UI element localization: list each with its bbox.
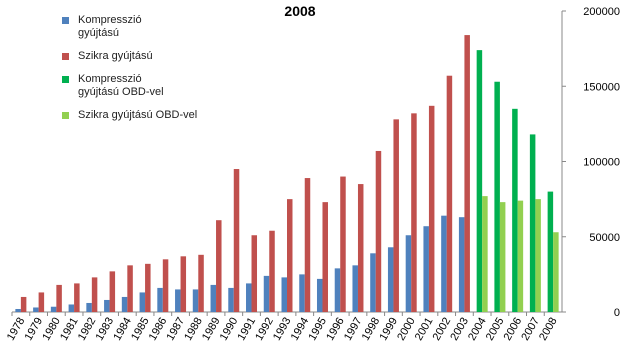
bar bbox=[316, 278, 323, 312]
legend-label: Szikra gyújtású OBD-vel bbox=[78, 109, 198, 121]
bar bbox=[299, 274, 305, 312]
bar bbox=[458, 217, 465, 312]
bar bbox=[20, 296, 27, 312]
legend-swatch bbox=[62, 76, 69, 83]
bar bbox=[246, 283, 252, 312]
bar bbox=[157, 287, 163, 312]
legend-swatch bbox=[62, 17, 69, 24]
bar bbox=[464, 35, 470, 313]
bar bbox=[198, 254, 204, 312]
legend-item: Szikra gyújtású OBD-vel bbox=[62, 109, 228, 122]
legend-label: Kompresszió gyújtású OBD-vel bbox=[78, 73, 164, 98]
bar bbox=[269, 230, 275, 312]
bar bbox=[91, 277, 98, 312]
bar bbox=[428, 105, 435, 312]
bar bbox=[56, 284, 62, 312]
bar bbox=[387, 247, 394, 312]
legend-item: Kompresszió gyújtású OBD-vel bbox=[62, 73, 164, 99]
bar bbox=[109, 271, 116, 312]
bar bbox=[192, 289, 199, 312]
bar bbox=[370, 253, 376, 312]
bar bbox=[15, 308, 21, 312]
bar bbox=[375, 150, 382, 312]
bar bbox=[180, 256, 187, 312]
bar bbox=[529, 134, 536, 312]
y-tick-label: 200000 bbox=[583, 6, 620, 18]
legend-item: Szikra gyújtású bbox=[62, 50, 164, 63]
chart-title: 2008 bbox=[284, 3, 315, 19]
legend-item: Kompresszió gyújtású bbox=[62, 14, 164, 40]
bar bbox=[517, 200, 524, 312]
bar bbox=[322, 202, 328, 312]
bar bbox=[127, 265, 133, 312]
bar bbox=[547, 191, 554, 312]
bar bbox=[263, 275, 270, 312]
y-tick-label: 100000 bbox=[583, 157, 620, 169]
bar bbox=[512, 108, 518, 312]
bar bbox=[411, 113, 417, 312]
bar bbox=[535, 199, 541, 312]
bar bbox=[357, 184, 364, 312]
bar bbox=[74, 283, 80, 312]
bar bbox=[86, 302, 92, 312]
bar bbox=[33, 307, 39, 312]
bar bbox=[121, 296, 128, 312]
bar bbox=[340, 176, 346, 312]
bar bbox=[482, 196, 488, 312]
bar bbox=[446, 75, 453, 312]
bar bbox=[352, 265, 358, 312]
legend-label: Szikra gyújtású bbox=[78, 50, 153, 62]
legend-swatch bbox=[62, 112, 69, 119]
bar bbox=[68, 304, 75, 312]
bar bbox=[38, 292, 45, 312]
bar bbox=[210, 284, 217, 312]
bar bbox=[405, 235, 412, 312]
bar bbox=[334, 268, 341, 312]
bar bbox=[393, 119, 399, 312]
bar bbox=[228, 287, 234, 312]
bar bbox=[50, 306, 57, 312]
bar bbox=[162, 259, 169, 312]
y-tick-label: 0 bbox=[614, 307, 620, 319]
bar bbox=[251, 235, 258, 312]
legend-label: Kompresszió gyújtású bbox=[78, 14, 142, 39]
legend: Kompresszió gyújtású Szikra gyújtású Kompr… bbox=[62, 14, 222, 132]
y-tick-label: 150000 bbox=[583, 81, 620, 93]
legend-swatch bbox=[62, 53, 69, 60]
bar bbox=[104, 299, 110, 312]
bar bbox=[553, 232, 559, 312]
bar bbox=[476, 50, 483, 312]
bar bbox=[281, 277, 287, 312]
bar bbox=[145, 263, 151, 312]
bar bbox=[233, 169, 240, 312]
bar bbox=[304, 178, 311, 312]
bar bbox=[494, 81, 500, 312]
bar bbox=[441, 215, 447, 312]
bar bbox=[175, 289, 181, 312]
bar bbox=[423, 226, 429, 312]
bar bbox=[139, 292, 146, 312]
bar bbox=[287, 199, 293, 312]
bar bbox=[499, 202, 506, 312]
bar bbox=[216, 220, 222, 312]
y-tick-label: 50000 bbox=[589, 232, 620, 244]
x-tick-label: 2008 bbox=[537, 316, 560, 343]
